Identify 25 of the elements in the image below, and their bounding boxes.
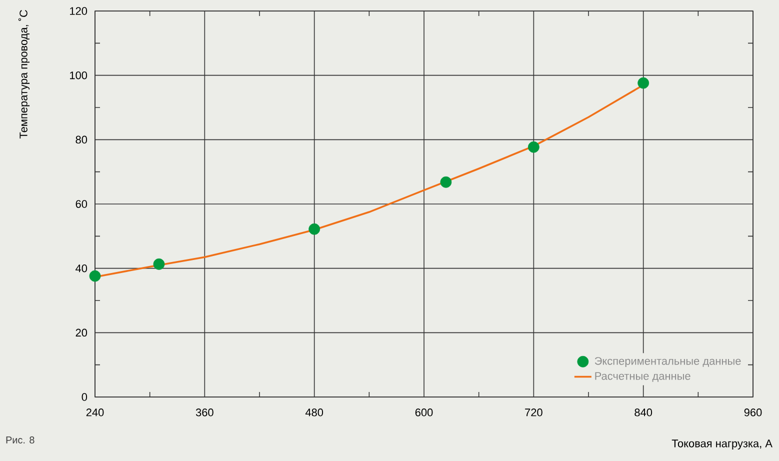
x-axis-title: Токовая нагрузка, А (672, 440, 772, 450)
y-tick-label: 40 (76, 264, 88, 272)
point (638, 77, 650, 89)
y-tick-label: 100 (70, 71, 88, 80)
point (153, 258, 165, 270)
point (308, 223, 320, 235)
y-tick-label: 0 (82, 393, 88, 401)
x-tick-label: 480 (305, 408, 324, 416)
y-tick-label: 20 (76, 328, 88, 337)
x-tick-label: 240 (86, 408, 104, 416)
x-tick-label: 600 (415, 408, 433, 416)
y-tick-label: 120 (70, 7, 88, 15)
x-tick-label: 840 (634, 408, 652, 416)
x-tick-label: 720 (525, 408, 542, 416)
point (89, 270, 101, 282)
text: Рис. 8 (6, 436, 34, 444)
y-tick-label: 80 (76, 136, 88, 144)
y-tick-label: 60 (76, 200, 88, 208)
x-tick-label: 960 (744, 408, 762, 416)
x-tick-label: 360 (196, 408, 214, 416)
legend-label: Расчетные данные (595, 372, 690, 382)
point (528, 141, 540, 153)
point (440, 176, 452, 188)
y-axis-title: Температура провода, ˚С (18, 10, 30, 139)
legend-label: Экспериментальные данные (594, 357, 741, 367)
